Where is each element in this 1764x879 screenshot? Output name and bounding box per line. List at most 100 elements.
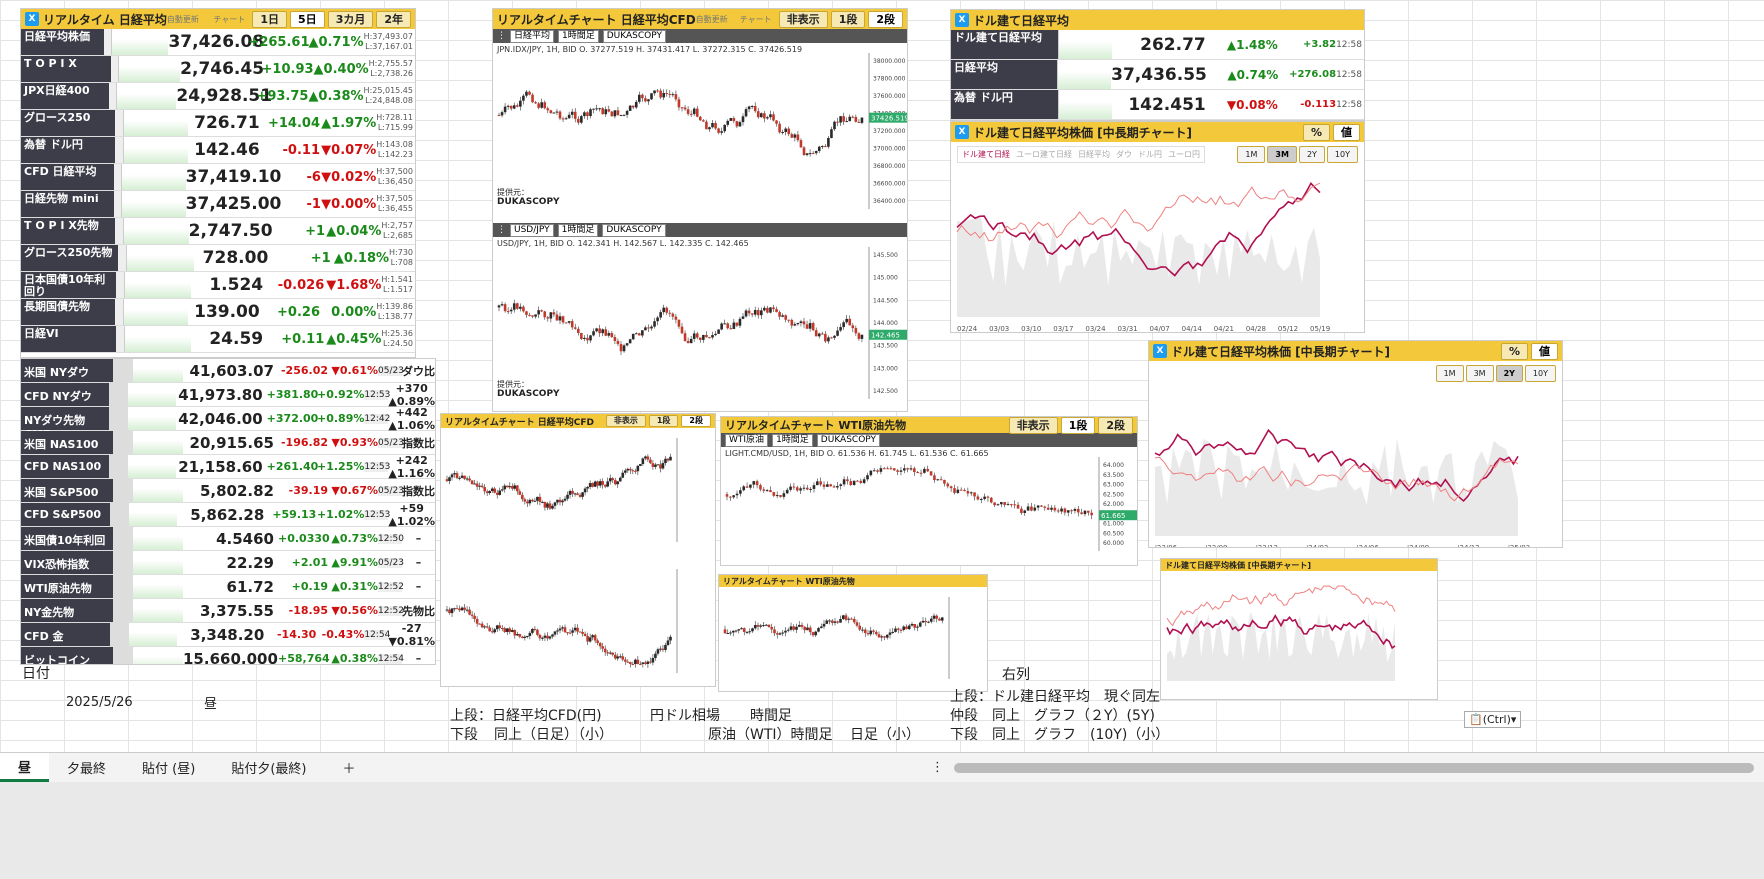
quote-name[interactable]: WTI原油先物 — [21, 575, 113, 598]
quote-name[interactable]: 為替 ドル円 — [21, 137, 116, 163]
quote-name[interactable]: JPX日経400 — [21, 83, 109, 109]
quote-name[interactable]: 米国債10年利回 — [21, 527, 113, 550]
value-toggle[interactable]: 値 — [1531, 342, 1558, 360]
percent-toggle[interactable]: % — [1500, 342, 1528, 360]
quote-row[interactable]: CFD 日経平均 37,419.10 -6 ▼0.02% H:37,500 L:36,4… — [21, 164, 415, 191]
quote-name[interactable]: NY金先物 — [21, 599, 113, 622]
tab-1-row[interactable]: 1段 — [1060, 417, 1096, 434]
quote-name[interactable]: グロース250 — [21, 110, 116, 136]
quote-row[interactable]: CFD S&P500 5,862.28 +59.13 +1.02% 12:53 +59 ▲… — [21, 502, 435, 528]
quote-row[interactable]: CFD 金 3,348.20 -14.30 -0.43% 12:54 -27 ▼0.81% — [21, 622, 435, 648]
quote-row[interactable]: CFD NYダウ 41,973.80 +381.80 +0.92% 12:53 +370 … — [21, 382, 435, 408]
quote-row[interactable]: VIX恐怖指数 22.29 +2.01 ▲9.91% 05/23– — [21, 551, 435, 575]
tab-1-row[interactable]: 1段 — [648, 415, 679, 427]
legend-item[interactable]: ダウ — [1116, 150, 1132, 159]
legend-item[interactable]: ユーロ円 — [1168, 150, 1200, 159]
timeframe-select[interactable]: 1時間足 — [558, 29, 599, 43]
cell-note[interactable]: 下段 — [450, 727, 478, 743]
quote-row[interactable]: ドル建て日経平均 262.77 ▲1.48% +3.82 12:58 — [951, 30, 1364, 60]
quote-row[interactable]: グロース250先物 728.00 +1 ▲0.18% H:730 L:708 — [21, 245, 415, 272]
cell-note[interactable]: 上段：ドル建日経平均 現ぐ同左 — [950, 689, 1160, 705]
quote-row[interactable]: 米国債10年利回 4.5460 +0.0330 ▲0.73% 12:50– — [21, 527, 435, 551]
quote-row[interactable]: 日本国債10年利回り 1.524 -0.026 ▼1.68% H:1.541 L:1.5… — [21, 272, 415, 299]
menu-icon[interactable]: ⋮ — [497, 225, 506, 235]
source-select[interactable]: DUKASCOPY — [602, 29, 666, 43]
cell-note[interactable]: 時間足 — [750, 708, 792, 724]
candle-chart-nikkei-small[interactable] — [441, 428, 716, 556]
cell-note[interactable]: 右列 — [1002, 667, 1030, 683]
quote-name[interactable]: 日経平均 — [951, 60, 1058, 89]
legend-item[interactable]: ドル円 — [1138, 150, 1162, 159]
source-select[interactable]: DUKASCOPY — [816, 433, 881, 447]
quote-name[interactable]: ドル建て日経平均 — [951, 30, 1059, 59]
quote-row[interactable]: T O P I X先物 2,747.50 +1 ▲0.04% H:2,757 L:2,6… — [21, 218, 415, 245]
timeframe-select[interactable]: 1時間足 — [772, 433, 813, 447]
tab-5d[interactable]: 5日 — [290, 10, 325, 28]
quote-row[interactable]: 日経VI 24.59 +0.11 ▲0.45% H:25.36 L:24.50 — [21, 326, 415, 353]
range-button[interactable]: 1M — [1237, 146, 1266, 163]
quote-name[interactable]: 米国 S&P500 — [21, 479, 113, 502]
cell-note[interactable]: 下段 同上 グラフ (10Y)（小） — [950, 727, 1170, 743]
x-share-icon[interactable]: X — [955, 125, 969, 139]
tab-hide[interactable]: 非表示 — [605, 415, 646, 427]
quote-row[interactable]: 米国 NAS100 20,915.65 -196.82 ▼0.93% 05/23 指数比 — [21, 431, 435, 455]
quote-row[interactable]: 長期国債先物 139.00 +0.26 0.00% H:139.86 L:138.77 — [21, 299, 415, 326]
range-button[interactable]: 10Y — [1524, 365, 1556, 382]
quote-name[interactable]: CFD 金 — [21, 623, 110, 646]
quote-row[interactable]: 為替 ドル円 142.451 ▼0.08% -0.113 12:58 — [951, 90, 1364, 120]
quote-name[interactable]: T O P I X — [21, 56, 111, 82]
symbol-select[interactable]: USD/JPY — [510, 223, 554, 237]
quote-name[interactable]: CFD NYダウ — [21, 383, 110, 406]
horizontal-scrollbar[interactable] — [954, 762, 1754, 773]
quote-row[interactable]: グロース250 726.71 +14.04 ▲1.97% H:728.11 L:715.… — [21, 110, 415, 137]
symbol-select[interactable]: WTI原油 — [725, 433, 769, 447]
quote-name[interactable]: NYダウ先物 CME — [21, 407, 110, 441]
tab-2y[interactable]: 2年 — [376, 10, 411, 28]
paste-options-button[interactable]: 📋(Ctrl)▾ — [1464, 711, 1522, 728]
quote-name[interactable]: 米国 NYダウ — [21, 359, 113, 382]
legend-item[interactable]: ユーロ建て日経 — [1016, 150, 1072, 159]
quote-row[interactable]: 為替 ドル円 142.46 -0.11 ▼0.07% H:143.08 L:142.23 — [21, 137, 415, 164]
timeframe-select[interactable]: 1時間足 — [557, 223, 599, 237]
quote-row[interactable]: 日経先物 mini 37,425.00 -1 ▼0.00% H:37,505 L:36,… — [21, 191, 415, 218]
quote-row[interactable]: T O P I X 2,746.45 +10.93 ▲0.40% H:2,755.57 … — [21, 56, 415, 83]
quote-name[interactable]: 日経平均株価 — [21, 29, 105, 55]
quote-name[interactable]: T O P I X先物 — [21, 218, 116, 244]
tab-2-rows[interactable]: 2段 — [868, 10, 903, 28]
candle-chart-usdjpy-small[interactable] — [441, 559, 716, 687]
quote-row[interactable]: ビットコイン 15,660,000 +58,764 ▲0.38% 12:54– — [21, 647, 435, 664]
quote-row[interactable]: JPX日経400 24,928.51 +93.75 ▲0.38% H:25,015.45… — [21, 83, 415, 110]
percent-toggle[interactable]: % — [1302, 123, 1330, 141]
sheet-tab-noon[interactable]: 昼 — [0, 753, 50, 782]
tab-1d[interactable]: 1日 — [252, 10, 288, 28]
cell-date-label[interactable]: 日付 — [22, 666, 50, 682]
quote-row[interactable]: CFD NAS100 21,158.60 +261.40 +1.25% 12:53 +24… — [21, 454, 435, 480]
cell-noon[interactable]: 昼 — [204, 697, 218, 712]
range-button[interactable]: 2Y — [1298, 146, 1325, 163]
tab-2-rows[interactable]: 2段 — [1098, 417, 1133, 434]
legend-item[interactable]: ドル建て日経 — [962, 150, 1010, 159]
range-button[interactable]: 10Y — [1326, 146, 1358, 163]
source-select[interactable]: DUKASCOPY — [602, 223, 666, 237]
cell-note[interactable]: 仲段 同上 グラフ（２Y）(5Y) — [950, 708, 1155, 724]
cell-note[interactable]: 原油（WTI）時間足 — [708, 727, 833, 743]
quote-row[interactable]: 日経平均株価 37,426.08 +265.61 ▲0.71% H:37,493.07 … — [21, 29, 415, 56]
quote-name[interactable]: 日経VI — [21, 326, 117, 352]
quote-name[interactable]: ビットコイン — [21, 647, 113, 664]
quote-name[interactable]: CFD S&P500 — [21, 503, 110, 526]
tab-hide[interactable]: 非表示 — [778, 10, 828, 28]
sheet-tab-paste-evening[interactable]: 貼付夕(最終) — [231, 762, 307, 777]
range-button[interactable]: 1M — [1435, 365, 1464, 382]
range-button[interactable]: 2Y — [1495, 365, 1523, 382]
candle-chart-nikkei[interactable]: JPN.IDX/JPY, 1H, BID O. 37277.519 H. 374… — [493, 43, 907, 223]
candle-chart-usdjpy[interactable]: USD/JPY, 1H, BID O. 142.341 H. 142.567 L… — [493, 237, 907, 411]
quote-row[interactable]: 米国 S&P500 5,802.82 -39.19 ▼0.67% 05/23 指数比 — [21, 479, 435, 503]
quote-name[interactable]: CFD 日経平均 — [21, 164, 114, 190]
quote-row[interactable]: 米国 NYダウ 41,603.07 -256.02 ▼0.61% 05/23 ダウ比 — [21, 359, 435, 383]
x-share-icon[interactable]: X — [955, 13, 969, 27]
range-button[interactable]: 3M — [1267, 146, 1297, 163]
quote-name[interactable]: 米国 NAS100 — [21, 431, 113, 454]
quote-name[interactable]: 日本国債10年利回り — [21, 272, 117, 298]
symbol-select[interactable]: 日経平均 — [510, 29, 555, 43]
cell-date[interactable]: 2025/5/26 — [66, 695, 133, 710]
